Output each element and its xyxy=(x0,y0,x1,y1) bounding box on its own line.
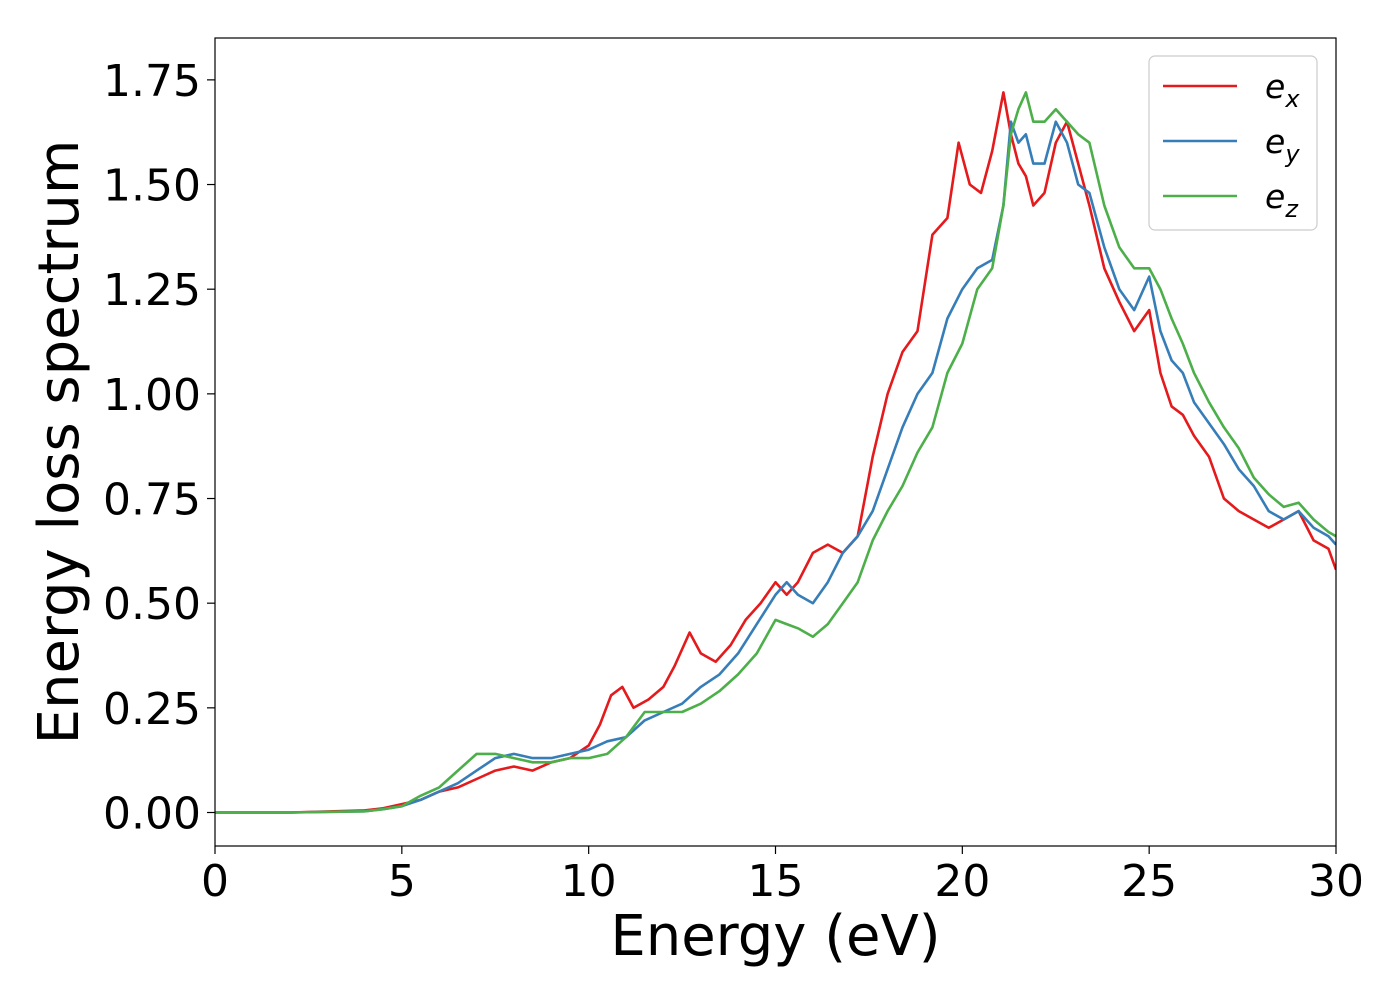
x-tick-label: 20 xyxy=(934,856,990,907)
legend-box xyxy=(1148,55,1318,231)
y-tick-label: 1.25 xyxy=(103,265,201,316)
x-axis-ticks: 0 5 10 15 20 25 30 xyxy=(201,846,1364,907)
x-tick-label: 10 xyxy=(561,856,617,907)
y-tick-label: 0.00 xyxy=(103,789,201,840)
x-tick-label: 5 xyxy=(388,856,416,907)
x-tick-label: 30 xyxy=(1308,856,1364,907)
legend-label-base: e xyxy=(1265,67,1285,106)
x-tick-label: 25 xyxy=(1121,856,1177,907)
y-tick-label: 0.75 xyxy=(103,475,201,526)
x-axis-title: Energy (eV) xyxy=(610,904,940,969)
legend-label-ey: ey xyxy=(1265,122,1300,168)
y-axis-ticks: 0.00 0.25 0.50 0.75 1.00 1.25 1.50 1.75 xyxy=(103,56,215,840)
y-axis-title: Energy loss spectrum xyxy=(27,140,92,745)
legend-label-base: e xyxy=(1265,177,1285,216)
series-line-ey xyxy=(215,120,1336,814)
legend-label-ez: ez xyxy=(1265,177,1299,223)
y-tick-label: 1.00 xyxy=(103,370,201,421)
legend-label-ex: ex xyxy=(1265,67,1300,113)
x-tick-label: 15 xyxy=(748,856,804,907)
legend-label-base: e xyxy=(1265,122,1285,161)
legend-label-subscript: z xyxy=(1284,195,1299,223)
legend-label-subscript: x xyxy=(1284,85,1300,113)
y-tick-label: 0.50 xyxy=(103,579,201,630)
x-tick-label: 0 xyxy=(201,856,229,907)
legend-label-subscript: y xyxy=(1284,140,1300,168)
series-layer xyxy=(215,91,1336,814)
y-tick-label: 1.50 xyxy=(103,161,201,212)
y-tick-label: 1.75 xyxy=(103,56,201,107)
series-line-ez xyxy=(215,91,1336,814)
y-tick-label: 0.25 xyxy=(103,684,201,735)
